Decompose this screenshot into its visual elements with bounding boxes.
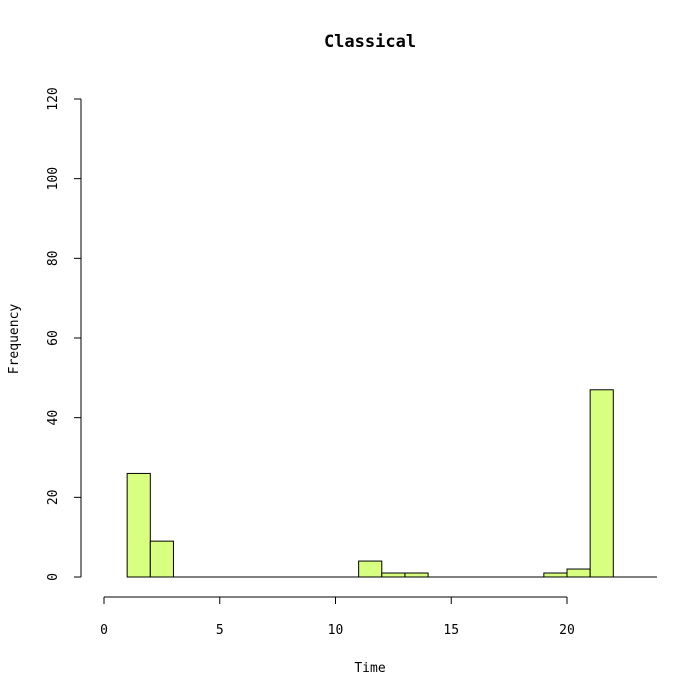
y-tick-label: 0 <box>46 573 61 581</box>
histogram-bar <box>358 560 383 578</box>
y-tick-label: 40 <box>46 410 61 426</box>
x-axis: 0 5 10 15 20 <box>100 596 575 638</box>
histogram-bar <box>126 472 151 578</box>
y-tick-label: 20 <box>46 490 61 506</box>
chart-title: Classical <box>324 32 416 52</box>
x-tick-label: 15 <box>443 623 459 638</box>
y-tick-label: 120 <box>46 87 61 110</box>
x-tick-label: 10 <box>328 623 344 638</box>
y-tick-label: 80 <box>46 251 61 267</box>
histogram-bars <box>126 389 657 578</box>
histogram-bar <box>589 389 614 578</box>
histogram-bar <box>381 572 406 578</box>
y-tick-label: 100 <box>46 167 61 190</box>
histogram-bar <box>404 572 429 578</box>
histogram-bar <box>543 572 568 578</box>
histogram-bar <box>566 568 591 578</box>
x-axis-label: Time <box>354 661 385 676</box>
y-tick-label: 60 <box>46 330 61 346</box>
x-tick-label: 5 <box>216 623 224 638</box>
y-axis: 0 20 40 60 80 100 120 <box>46 87 82 581</box>
y-axis-label: Frequency <box>7 304 22 375</box>
x-tick-label: 20 <box>559 623 575 638</box>
histogram-bar <box>149 540 174 578</box>
x-tick-label: 0 <box>100 623 108 638</box>
